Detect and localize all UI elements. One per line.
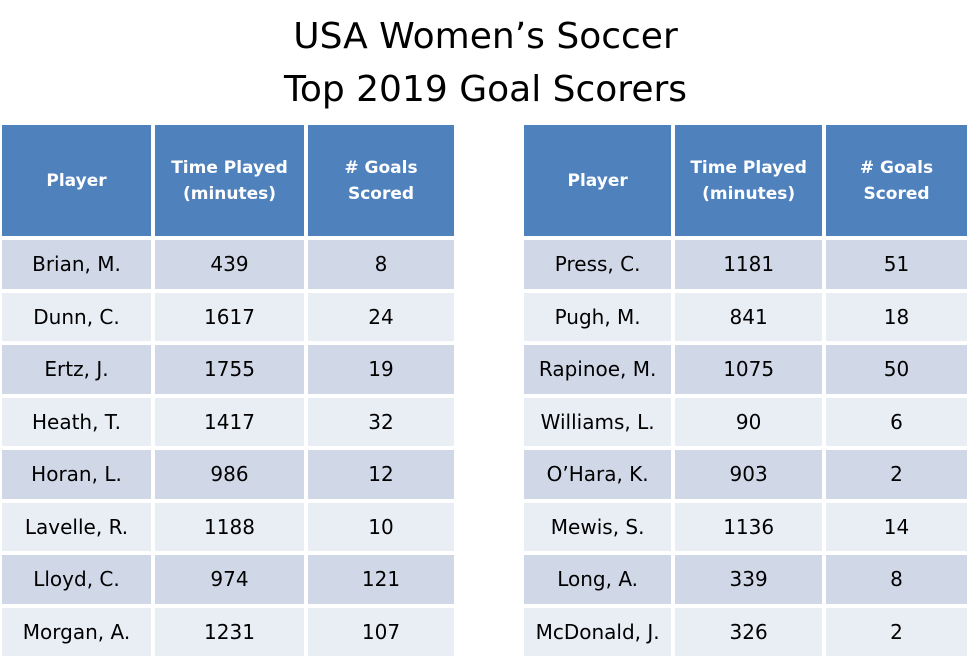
goals-cell: 121 bbox=[308, 555, 454, 604]
goals-cell: 107 bbox=[308, 607, 454, 656]
table-row: Heath, T. 1417 32 bbox=[2, 397, 454, 446]
table-row: Williams, L. 90 6 bbox=[524, 397, 967, 446]
player-cell: Ertz, J. bbox=[2, 345, 151, 394]
goals-cell: 24 bbox=[308, 292, 454, 341]
header-goals-line1: # Goals bbox=[344, 157, 418, 178]
goals-cell: 12 bbox=[308, 450, 454, 499]
table-row: Morgan, A. 1231 107 bbox=[2, 607, 454, 656]
goals-column-header: # Goals Scored bbox=[826, 125, 967, 236]
header-time-line2: (minutes) bbox=[182, 183, 277, 204]
table-row: Lloyd, C. 974 121 bbox=[2, 555, 454, 604]
table-row: Mewis, S. 1136 14 bbox=[524, 502, 967, 551]
scorers-table-left: Player Time Played (minutes) # Goals Score… bbox=[0, 121, 458, 660]
player-cell: Lloyd, C. bbox=[2, 555, 151, 604]
time-played-cell: 974 bbox=[155, 555, 304, 604]
time-played-cell: 903 bbox=[675, 450, 823, 499]
table-row: Pugh, M. 841 18 bbox=[524, 292, 967, 341]
player-cell: Morgan, A. bbox=[2, 607, 151, 656]
table-header-row: Player Time Played (minutes) # Goals Score… bbox=[524, 125, 967, 236]
time-played-cell: 339 bbox=[675, 555, 823, 604]
goals-cell: 51 bbox=[826, 240, 967, 289]
time-played-column-header: Time Played (minutes) bbox=[155, 125, 304, 236]
player-cell: Lavelle, R. bbox=[2, 502, 151, 551]
scorers-table-right: Player Time Played (minutes) # Goals Score… bbox=[520, 121, 971, 660]
time-played-cell: 1755 bbox=[155, 345, 304, 394]
player-cell: Long, A. bbox=[524, 555, 672, 604]
time-played-cell: 1188 bbox=[155, 502, 304, 551]
time-played-cell: 326 bbox=[675, 607, 823, 656]
goals-cell: 2 bbox=[826, 450, 967, 499]
table-header-row: Player Time Played (minutes) # Goals Score… bbox=[2, 125, 454, 236]
goals-cell: 18 bbox=[826, 292, 967, 341]
header-goals-line2: Scored bbox=[863, 183, 930, 204]
time-played-cell: 841 bbox=[675, 292, 823, 341]
player-cell: Dunn, C. bbox=[2, 292, 151, 341]
header-goals-line2: Scored bbox=[347, 183, 415, 204]
player-cell: Heath, T. bbox=[2, 397, 151, 446]
goals-column-header: # Goals Scored bbox=[308, 125, 454, 236]
table-row: O’Hara, K. 903 2 bbox=[524, 450, 967, 499]
player-cell: Horan, L. bbox=[2, 450, 151, 499]
time-played-cell: 1417 bbox=[155, 397, 304, 446]
header-time-line1: Time Played bbox=[171, 157, 288, 178]
goals-cell: 10 bbox=[308, 502, 454, 551]
goals-cell: 2 bbox=[826, 607, 967, 656]
time-played-cell: 986 bbox=[155, 450, 304, 499]
goals-cell: 32 bbox=[308, 397, 454, 446]
player-cell: Press, C. bbox=[524, 240, 672, 289]
player-cell: Williams, L. bbox=[524, 397, 672, 446]
time-played-column-header: Time Played (minutes) bbox=[675, 125, 823, 236]
table-row: Ertz, J. 1755 19 bbox=[2, 345, 454, 394]
player-cell: O’Hara, K. bbox=[524, 450, 672, 499]
time-played-cell: 1136 bbox=[675, 502, 823, 551]
player-cell: Pugh, M. bbox=[524, 292, 672, 341]
goals-cell: 19 bbox=[308, 345, 454, 394]
goals-cell: 50 bbox=[826, 345, 967, 394]
player-column-header: Player bbox=[2, 125, 151, 236]
table-row: Brian, M. 439 8 bbox=[2, 240, 454, 289]
goals-cell: 14 bbox=[826, 502, 967, 551]
time-played-cell: 1617 bbox=[155, 292, 304, 341]
table-row: Long, A. 339 8 bbox=[524, 555, 967, 604]
table-row: Dunn, C. 1617 24 bbox=[2, 292, 454, 341]
player-cell: Brian, M. bbox=[2, 240, 151, 289]
table-row: Press, C. 1181 51 bbox=[524, 240, 967, 289]
header-time-line1: Time Played bbox=[690, 157, 807, 178]
goals-cell: 8 bbox=[826, 555, 967, 604]
header-player-label: Player bbox=[567, 170, 628, 191]
header-goals-line1: # Goals bbox=[859, 157, 934, 178]
page-title: USA Women’s Soccer bbox=[293, 16, 678, 57]
time-played-cell: 1075 bbox=[675, 345, 823, 394]
header-time-line2: (minutes) bbox=[702, 183, 796, 204]
time-played-cell: 1181 bbox=[675, 240, 823, 289]
time-played-cell: 90 bbox=[675, 397, 823, 446]
time-played-cell: 1231 bbox=[155, 607, 304, 656]
table-row: McDonald, J. 326 2 bbox=[524, 607, 967, 656]
player-cell: McDonald, J. bbox=[524, 607, 672, 656]
goals-cell: 8 bbox=[308, 240, 454, 289]
time-played-cell: 439 bbox=[155, 240, 304, 289]
header-player-label: Player bbox=[46, 170, 107, 191]
table-row: Horan, L. 986 12 bbox=[2, 450, 454, 499]
player-cell: Rapinoe, M. bbox=[524, 345, 672, 394]
page-subtitle: Top 2019 Goal Scorers bbox=[283, 69, 688, 110]
player-column-header: Player bbox=[524, 125, 672, 236]
player-cell: Mewis, S. bbox=[524, 502, 672, 551]
table-row: Lavelle, R. 1188 10 bbox=[2, 502, 454, 551]
table-row: Rapinoe, M. 1075 50 bbox=[524, 345, 967, 394]
goals-cell: 6 bbox=[826, 397, 967, 446]
